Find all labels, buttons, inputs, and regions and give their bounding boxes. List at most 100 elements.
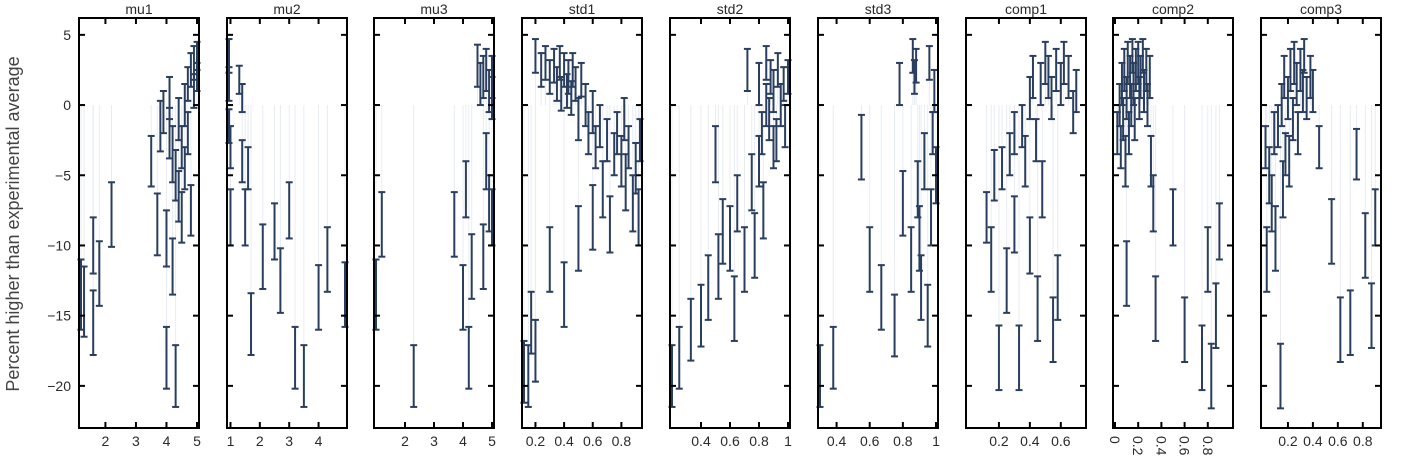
- error-bar-point: [1274, 104, 1282, 149]
- error-bar-point: [758, 111, 766, 156]
- error-bar-point: [1271, 205, 1279, 272]
- subplot-mu3: 2 3 4 5 mu3: [372, 1, 496, 449]
- y-tick-label: −10: [47, 237, 71, 253]
- error-bar-point: [1204, 226, 1212, 293]
- subplot-grid: 5 0 −5 −10 −15 −20 2 3 4 5 mu1 1 2 3 4 mu2 2 3 4 5 mu3 0.2 0.4…: [47, 1, 1382, 456]
- error-bar-point: [147, 134, 155, 188]
- subplot-title: mu3: [420, 1, 447, 17]
- error-bar-point: [983, 191, 991, 244]
- error-bar-point: [592, 125, 600, 170]
- error-bar-point: [108, 181, 116, 248]
- error-bar-point: [899, 170, 907, 237]
- x-tick-label: 3: [430, 433, 438, 449]
- error-bar-point: [1289, 97, 1297, 142]
- error-bar-point: [1212, 282, 1220, 349]
- error-bar-point: [896, 61, 904, 107]
- error-bar-point: [584, 111, 592, 156]
- subplot-title: std2: [717, 1, 744, 17]
- error-bar-point: [95, 240, 103, 307]
- x-tick-label: 0.8: [612, 433, 632, 449]
- subplot-title: mu1: [125, 1, 152, 17]
- error-bar-point: [995, 324, 1003, 392]
- error-bar-point: [1270, 111, 1278, 156]
- error-bar-point: [291, 325, 299, 390]
- error-bar-point: [1049, 296, 1057, 364]
- error-bar-point: [226, 188, 234, 247]
- error-bar-point: [920, 132, 928, 191]
- subplot-std3: 0.4 0.6 0.8 1 std3: [816, 1, 940, 449]
- error-bar-point: [450, 191, 458, 258]
- error-bar-point: [172, 344, 180, 408]
- x-tick-label: 0.8: [749, 433, 769, 449]
- error-bar-point: [226, 125, 234, 170]
- error-bar-point: [998, 146, 1006, 191]
- error-bar-point: [574, 97, 582, 142]
- error-bar-point: [1328, 198, 1336, 265]
- error-bar-point: [1072, 68, 1080, 114]
- error-bar-point: [1034, 275, 1042, 342]
- error-bar-point: [178, 191, 186, 244]
- axis-frame: [1260, 17, 1382, 429]
- error-bar-point: [162, 325, 170, 390]
- x-tick-label: 0: [1107, 436, 1123, 444]
- x-tick-label: 0.6: [860, 433, 880, 449]
- error-bar-point: [162, 209, 170, 268]
- error-bar-point: [599, 160, 607, 219]
- axis-frame: [521, 17, 643, 429]
- error-bar-point: [748, 153, 756, 212]
- x-tick-label: 0.4: [1020, 433, 1040, 449]
- error-bar-point: [1121, 134, 1129, 188]
- error-bar-point: [675, 325, 683, 390]
- error-bar-point: [1361, 212, 1369, 279]
- error-bar-point: [1010, 111, 1018, 156]
- error-bars: [225, 38, 349, 408]
- error-bar-point: [238, 139, 246, 184]
- error-bar-point: [1215, 202, 1223, 261]
- error-bar-point: [1198, 324, 1206, 392]
- error-bar-point: [770, 68, 777, 114]
- error-bar-point: [527, 290, 535, 355]
- error-bar-point: [1038, 160, 1046, 219]
- error-bar-point: [1315, 125, 1323, 170]
- error-bar-point: [1010, 195, 1018, 254]
- subplot-comp3: 0.2 0.4 0.6 0.8 comp3: [1260, 1, 1382, 449]
- error-bar-point: [1371, 188, 1379, 247]
- error-bars: [983, 40, 1080, 392]
- axis-frame: [817, 17, 939, 429]
- stem-lines: [671, 62, 789, 377]
- x-tick-label: 0.4: [554, 433, 574, 449]
- x-tick-label: 1: [784, 433, 792, 449]
- error-bar-point: [1309, 68, 1317, 114]
- subplot-title: comp3: [1300, 1, 1342, 17]
- error-bar-point: [247, 292, 255, 356]
- y-axis-title: Percent higher than experimental average: [3, 56, 23, 391]
- error-bar-point: [159, 90, 167, 135]
- stem-lines: [986, 62, 1077, 358]
- error-bar-point: [546, 226, 554, 293]
- error-bar-point: [80, 265, 88, 338]
- error-bars: [668, 45, 792, 408]
- axis-frame: [965, 17, 1087, 429]
- error-bar-point: [687, 297, 695, 362]
- error-bar-point: [1037, 61, 1045, 107]
- error-bar-point: [1294, 111, 1302, 156]
- error-bar-point: [606, 195, 614, 254]
- error-bar-point: [271, 202, 279, 261]
- subplot-std1: 0.2 0.4 0.6 0.8 std1: [520, 1, 644, 449]
- error-bar-point: [917, 254, 925, 321]
- error-bars: [1261, 38, 1379, 410]
- error-bar-point: [169, 237, 177, 296]
- x-tick-label: 2: [401, 433, 409, 449]
- x-tick-label: 1: [932, 433, 940, 449]
- x-tick-label: 0.6: [1051, 433, 1071, 449]
- error-bar-point: [1263, 226, 1271, 293]
- subplot-comp1: 0.2 0.4 0.6 comp1: [965, 1, 1087, 449]
- error-bar-point: [625, 125, 633, 170]
- error-bar-point: [1052, 47, 1060, 93]
- error-bar-point: [1293, 61, 1301, 107]
- error-bar-point: [541, 45, 549, 81]
- error-bar-point: [531, 38, 539, 74]
- error-bar-point: [1060, 40, 1068, 85]
- error-bar-point: [1268, 174, 1276, 233]
- error-bar-point: [1353, 127, 1361, 181]
